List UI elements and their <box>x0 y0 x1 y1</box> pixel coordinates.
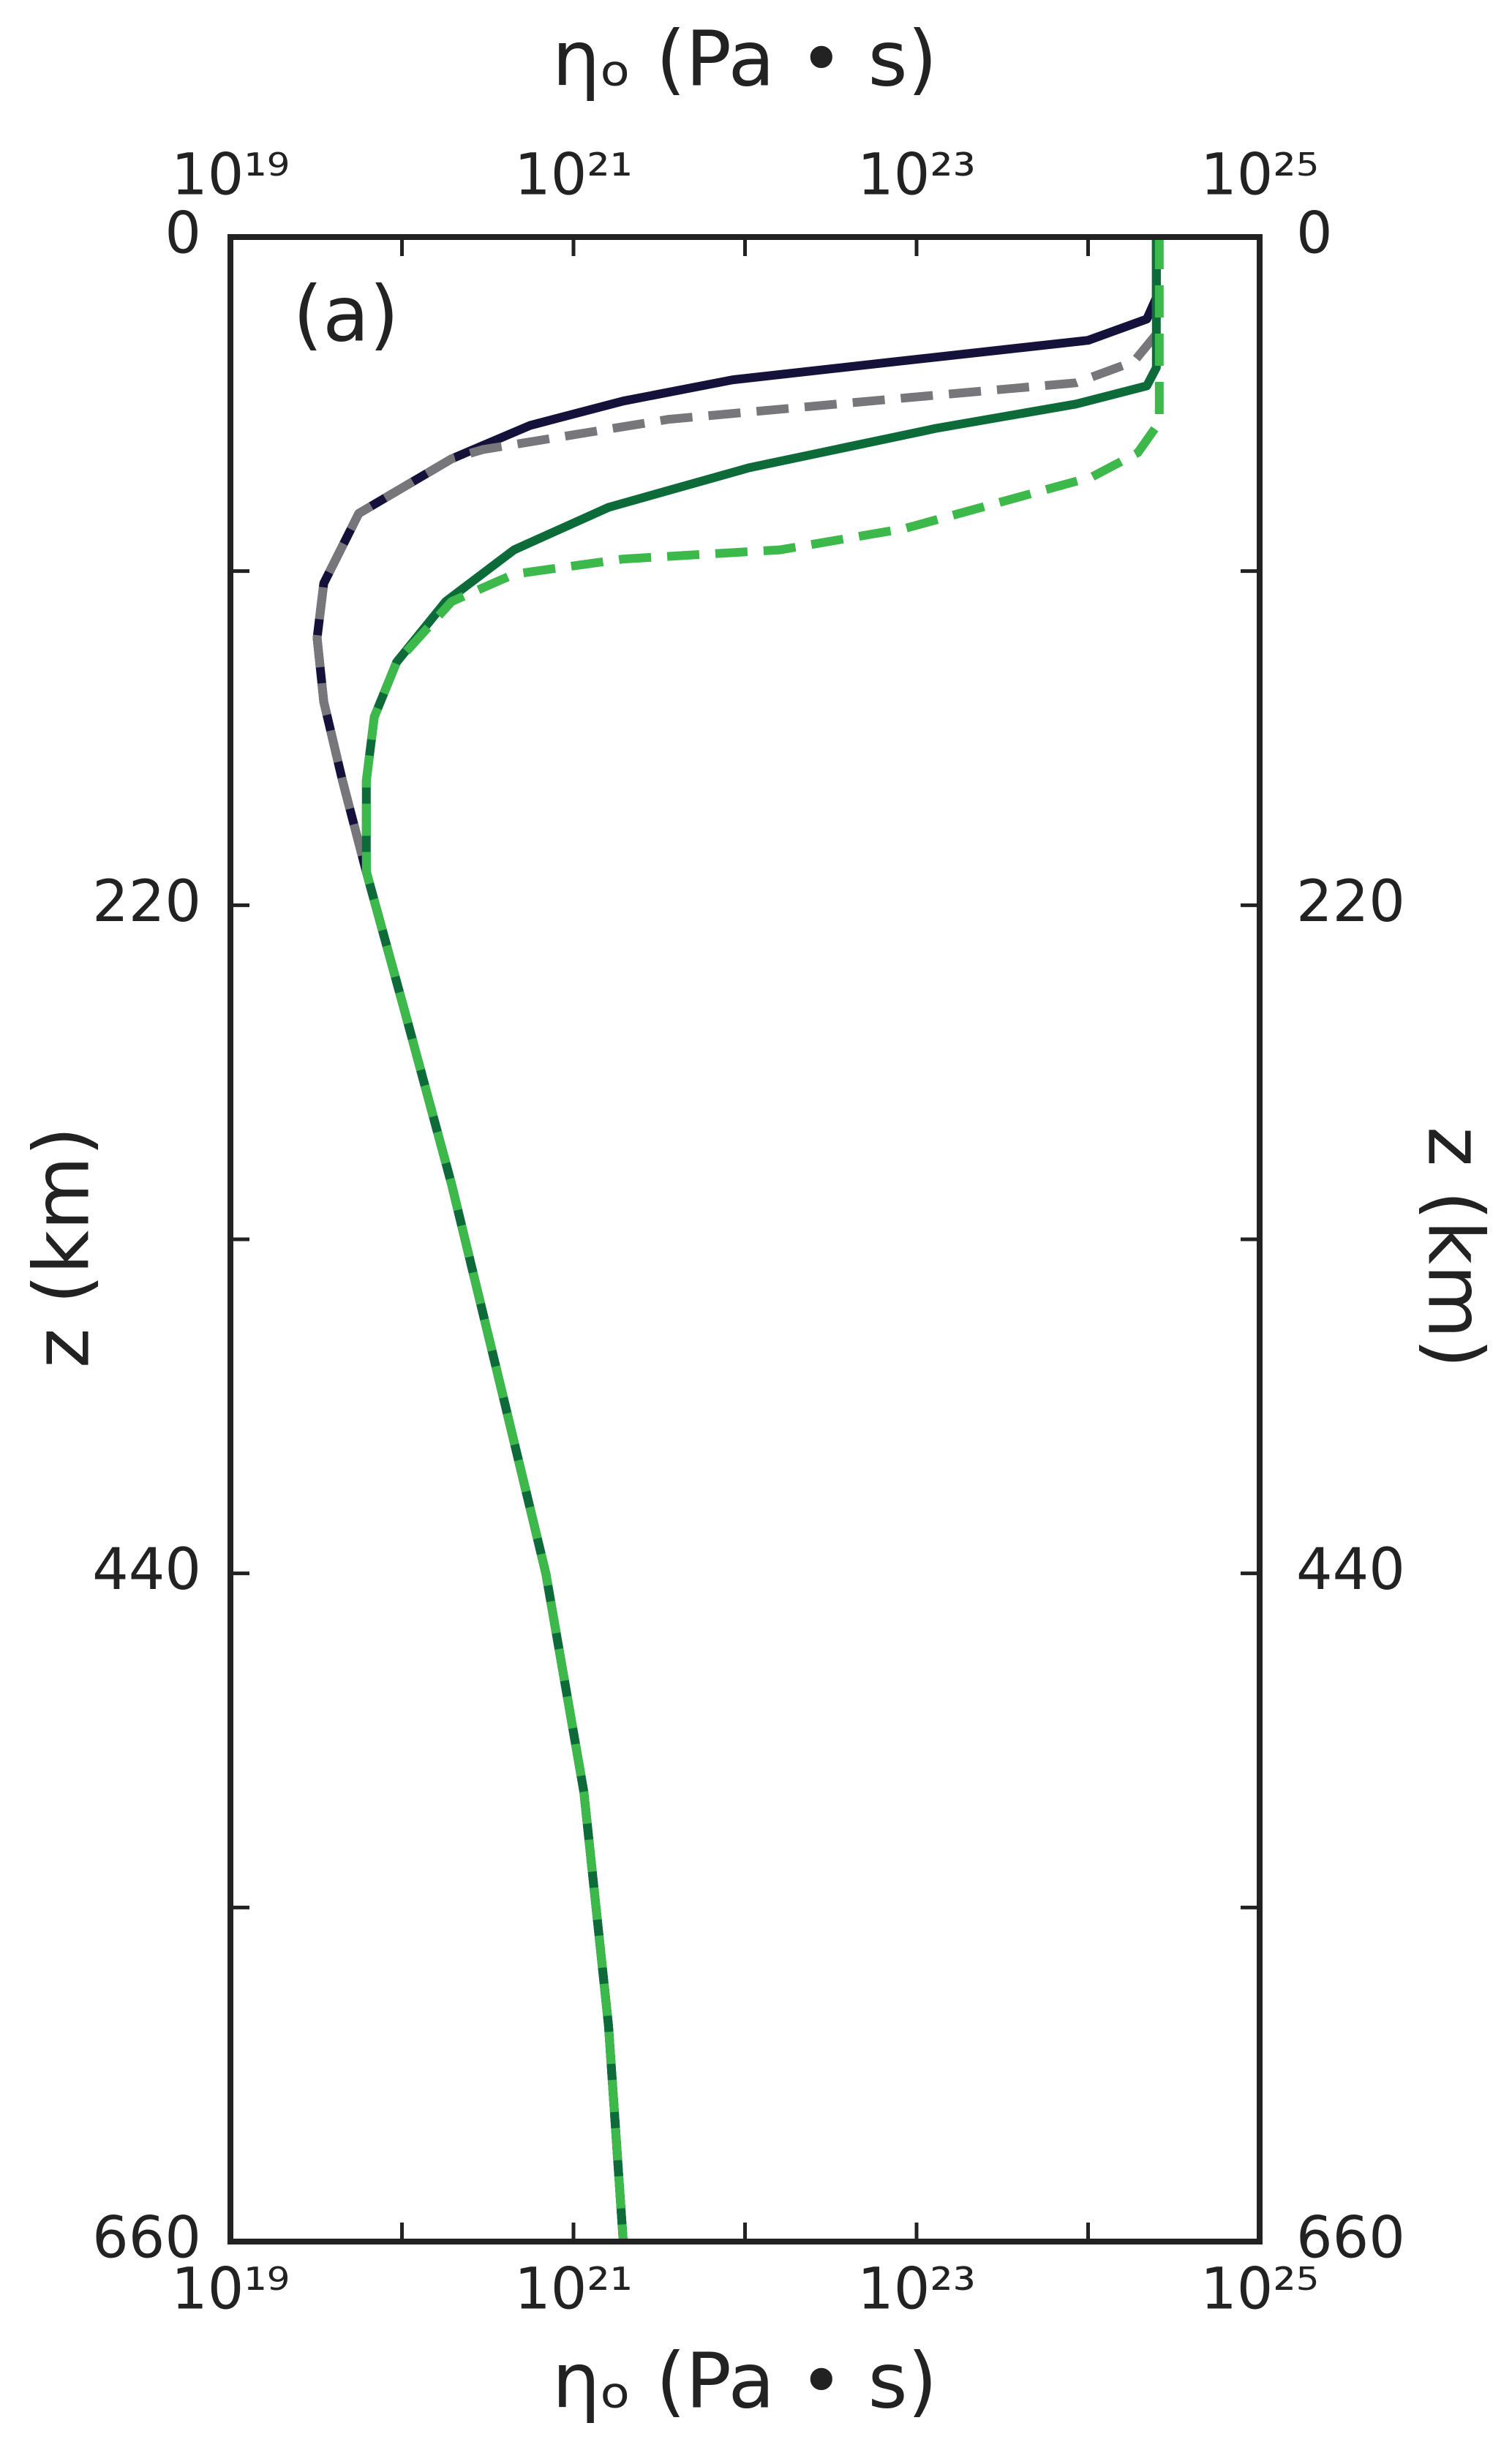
y-tick-label: 660 <box>1296 2205 1405 2271</box>
x-tick-label: 10²³ <box>857 142 976 208</box>
x-tick-label: 10²⁵ <box>1200 2256 1319 2322</box>
plot-frame <box>227 234 1263 2244</box>
x-tick-label: 10²³ <box>857 2256 976 2322</box>
x2-axis-title: ηₒ (Pa • s) <box>552 14 938 103</box>
x-tick-label: 10²¹ <box>514 142 633 208</box>
y-tick-label: 0 <box>165 200 201 266</box>
x-tick-label: 10¹⁹ <box>171 2256 290 2322</box>
y-tick-label: 660 <box>92 2205 201 2271</box>
data-line <box>361 237 1161 2242</box>
x-tick-label: 10¹⁹ <box>171 142 290 208</box>
y-tick-label: 440 <box>92 1537 201 1603</box>
y-axis-title: z (km) <box>17 1127 106 1368</box>
y2-axis-title: z (km) <box>1411 1127 1500 1368</box>
y-tick-label: 220 <box>92 869 201 935</box>
data-line <box>361 237 1164 2242</box>
x-tick-label: 10²¹ <box>514 2256 633 2322</box>
data-line <box>312 237 1161 2242</box>
panel-label: (a) <box>293 269 399 358</box>
y-tick-label: 0 <box>1296 200 1333 266</box>
x-tick-label: 10²⁵ <box>1200 142 1319 208</box>
x-axis-title: ηₒ (Pa • s) <box>552 2336 938 2425</box>
y-tick-label: 220 <box>1296 869 1405 935</box>
data-line <box>312 237 1161 2242</box>
y-tick-label: 440 <box>1296 1537 1405 1603</box>
